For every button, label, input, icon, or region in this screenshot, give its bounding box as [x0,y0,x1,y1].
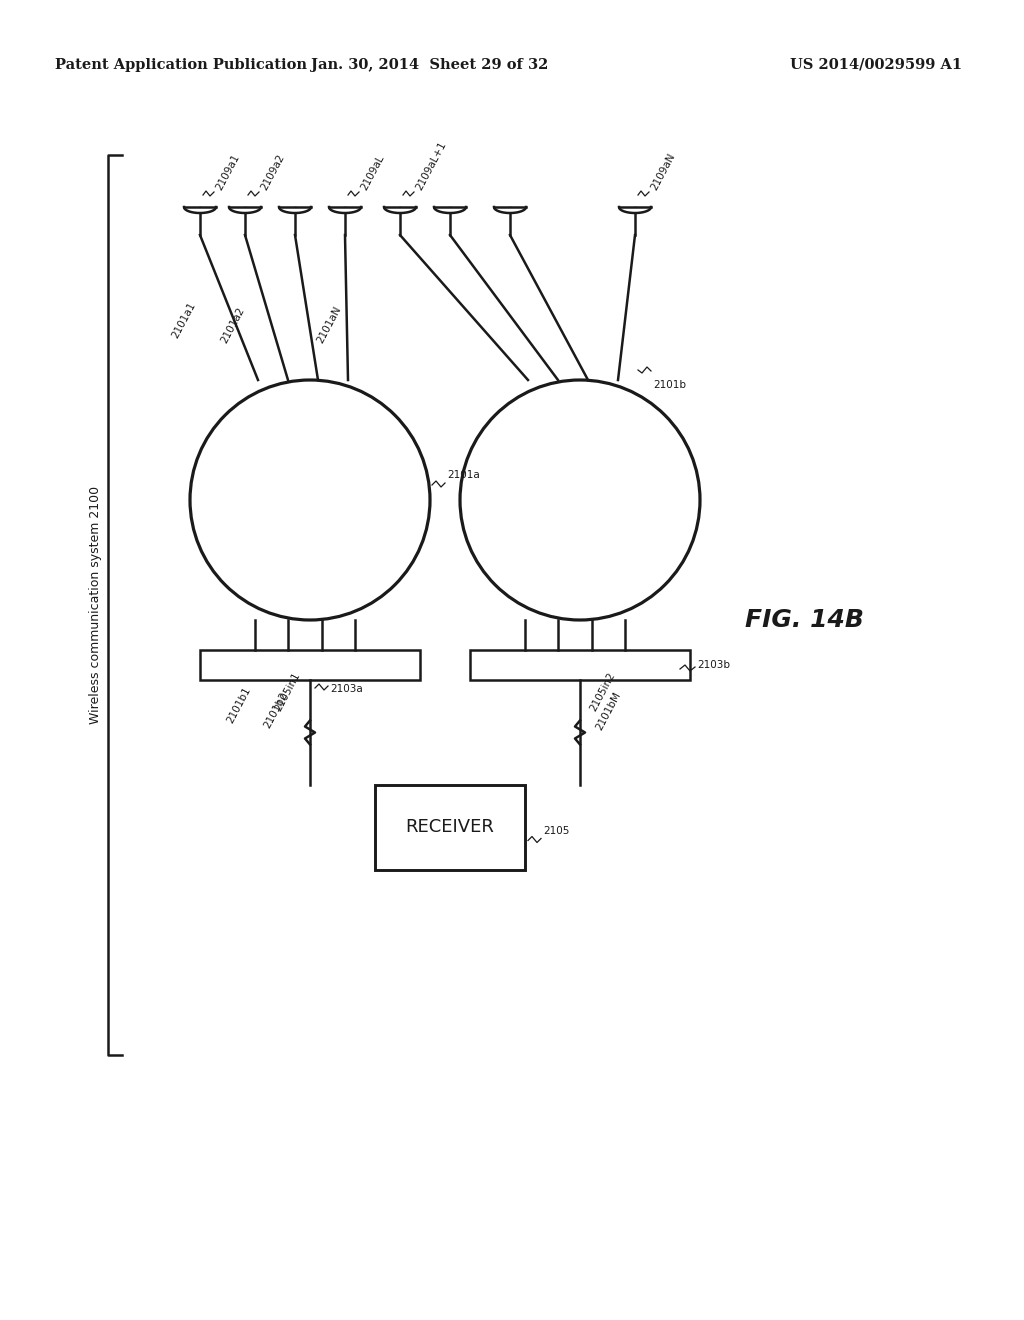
Bar [200,649,420,680]
Text: Jan. 30, 2014  Sheet 29 of 32: Jan. 30, 2014 Sheet 29 of 32 [311,58,549,73]
Polygon shape [494,207,526,213]
Text: 2109aL+1: 2109aL+1 [414,140,449,191]
Text: FIG. 14B: FIG. 14B [745,609,864,632]
Text: 2109a1: 2109a1 [214,153,242,191]
Polygon shape [184,207,216,213]
Polygon shape [279,207,311,213]
Text: 2101b1: 2101b1 [225,685,253,725]
Text: 2109aN: 2109aN [649,152,677,191]
Text: RECEIVER: RECEIVER [406,818,495,837]
Bar [375,785,525,870]
Text: US 2014/0029599 A1: US 2014/0029599 A1 [790,58,963,73]
Text: Wireless communication system 2100: Wireless communication system 2100 [89,486,102,725]
Polygon shape [384,207,416,213]
Text: 2101bM: 2101bM [594,690,623,731]
Text: 2109a2: 2109a2 [259,153,287,191]
Text: 2105in2: 2105in2 [588,671,616,713]
Text: 2101a2: 2101a2 [220,305,247,345]
Text: 2103a: 2103a [330,684,362,694]
Text: 2105in1: 2105in1 [273,671,302,713]
Text: Patent Application Publication: Patent Application Publication [55,58,307,73]
Text: 2105: 2105 [543,826,569,837]
Text: 2101aN: 2101aN [315,305,343,345]
Polygon shape [229,207,261,213]
Polygon shape [434,207,466,213]
Text: 2101b: 2101b [653,380,686,389]
Text: 2103b: 2103b [697,660,730,671]
Polygon shape [329,207,361,213]
Text: 2101a: 2101a [447,470,480,480]
Text: 2101b2: 2101b2 [262,690,290,730]
Text: 2101a1: 2101a1 [171,301,198,341]
Text: 2109aL: 2109aL [359,153,386,191]
Polygon shape [618,207,651,213]
Bar [470,649,690,680]
